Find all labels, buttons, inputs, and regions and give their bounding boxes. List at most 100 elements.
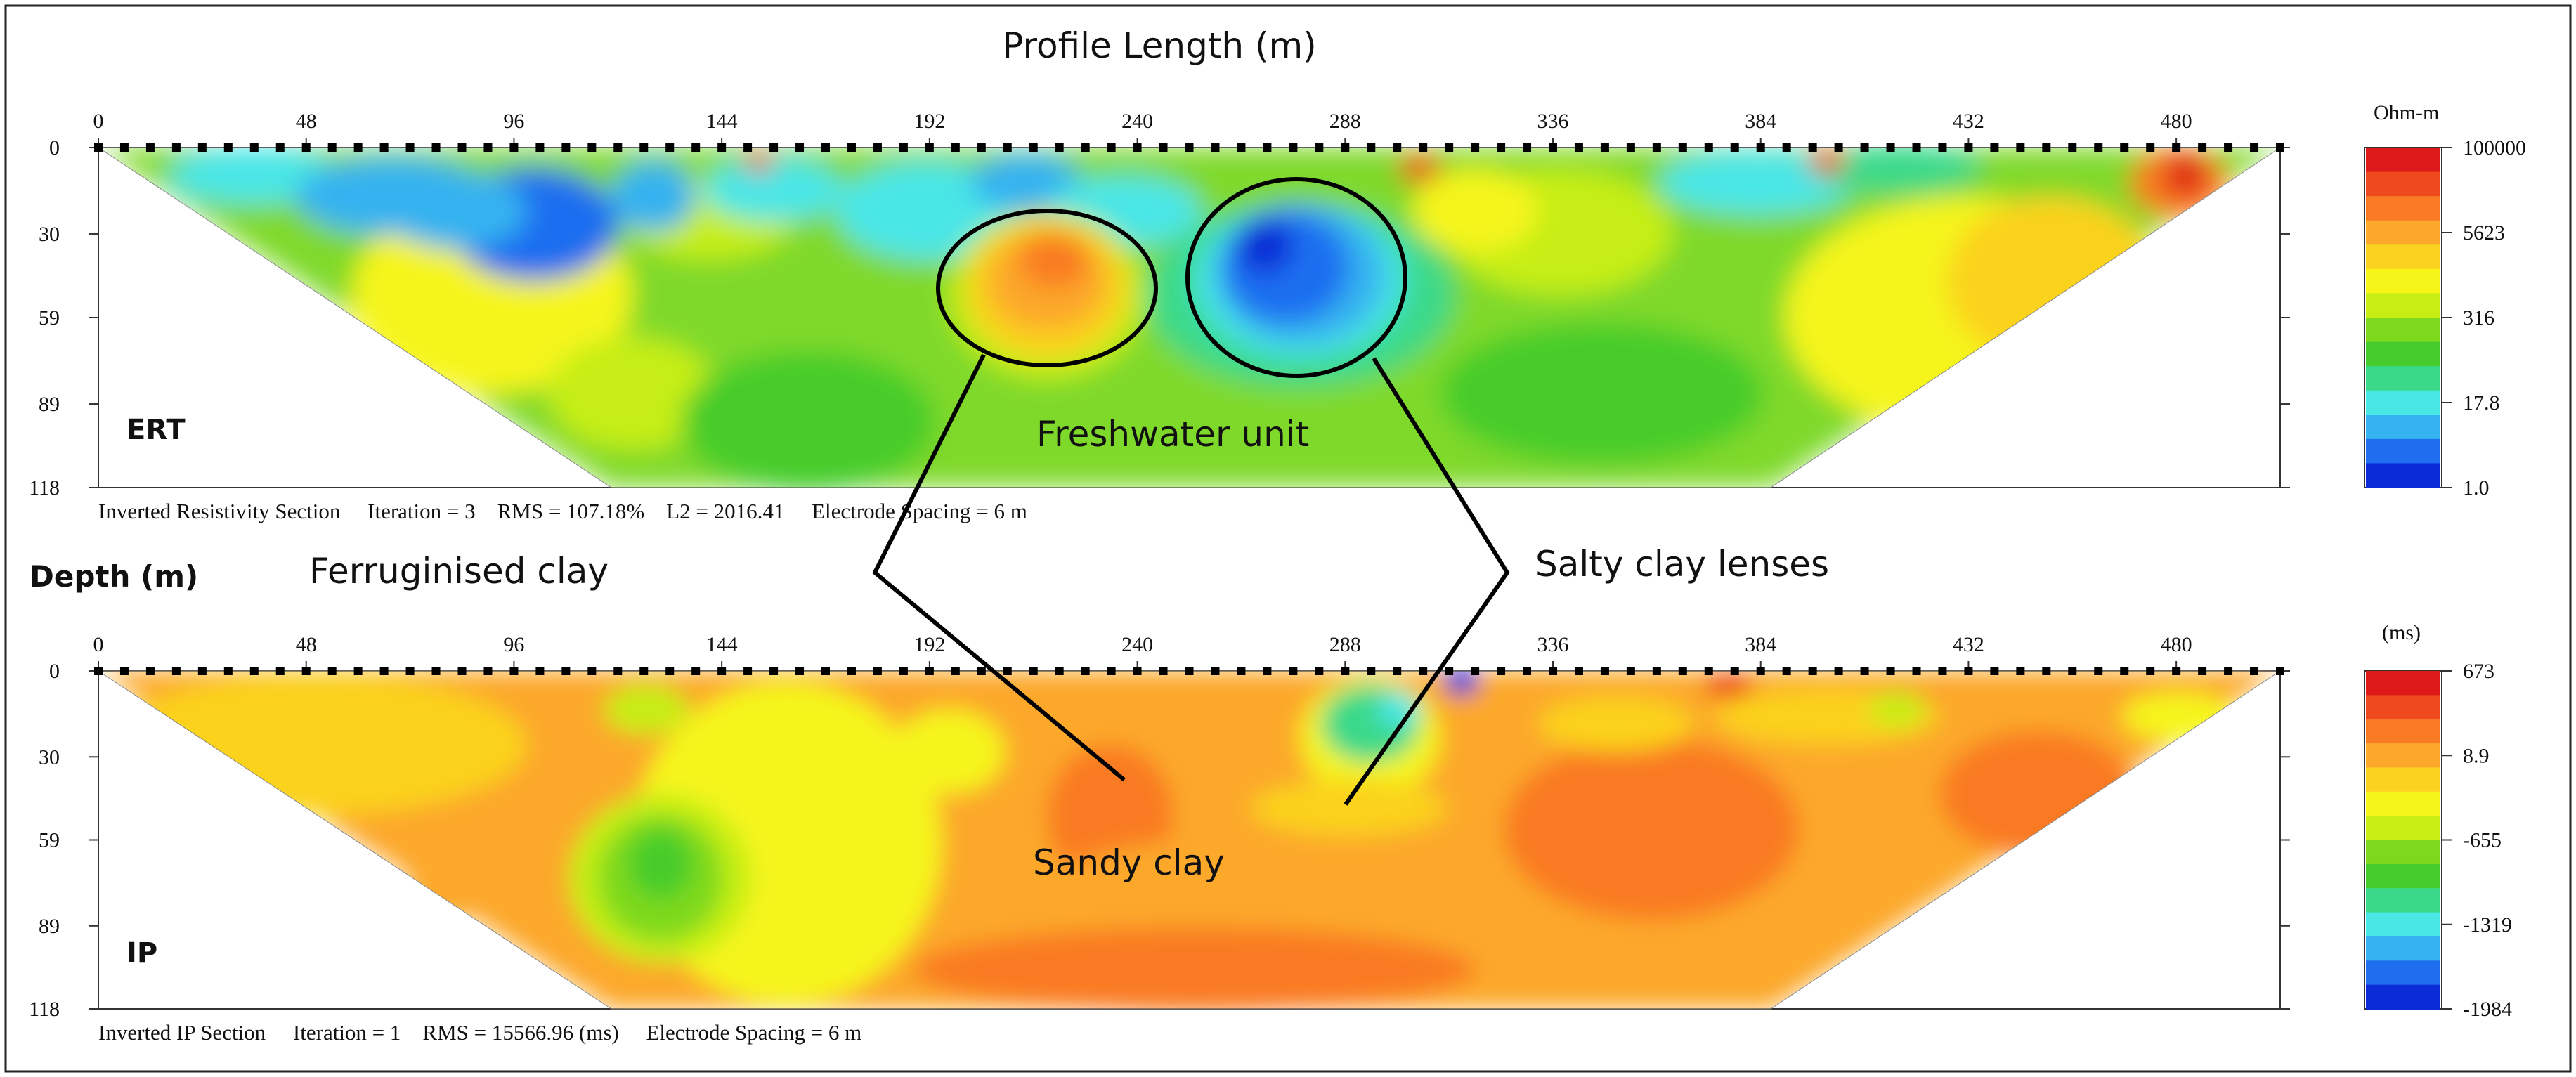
ip-electrode (457, 667, 467, 675)
ert-electrode (1886, 143, 1895, 152)
ip-x-tick-label: 432 (1953, 633, 1984, 656)
ert-colorbar-ticks: 100000 5623 316 17.8 1.0 (2442, 136, 2526, 500)
ert-electrode (665, 143, 675, 152)
ip-y-tick-label: 0 (49, 660, 60, 683)
ip-electrode (1055, 667, 1064, 675)
ip-electrode (145, 667, 155, 675)
ip-electrode (1393, 667, 1402, 675)
ert-colorbar-tick-label: 1.0 (2463, 476, 2490, 500)
ert-electrode (1574, 143, 1583, 152)
ip-electrode (301, 667, 311, 675)
ert-electrode (2146, 143, 2155, 152)
ip-electrode (405, 667, 415, 675)
ert-electrode (1029, 143, 1038, 152)
ert-electrode (717, 143, 727, 152)
ip-electrode (2120, 667, 2129, 675)
ert-electrode (301, 143, 311, 152)
ip-electrode (899, 667, 908, 675)
ert-electrode (1756, 143, 1765, 152)
ip-x-tick-label: 480 (2161, 633, 2192, 656)
ip-colorbar-band (2366, 888, 2440, 913)
ert-colorbar-band (2366, 268, 2440, 294)
ip-electrode (1549, 667, 1557, 675)
ip-colorbar-band (2366, 984, 2440, 1010)
ert-electrode (1730, 143, 1739, 152)
salty-clay-circle (1185, 177, 1407, 378)
ip-electrode (1834, 667, 1843, 675)
ip-colorbar-ticks: 673 8.9 -655 -1319 -1984 (2442, 660, 2512, 1021)
ip-electrode (665, 667, 675, 675)
ip-colorbar-band (2366, 695, 2440, 720)
ert-electrode (1211, 143, 1220, 152)
ert-electrode (1652, 143, 1661, 152)
ert-colorbar-tick-label: 100000 (2463, 136, 2526, 159)
ip-x-tick-label: 288 (1329, 633, 1361, 656)
ip-electrode (639, 667, 649, 675)
ferruginised-clay-label: Ferruginised clay (309, 551, 609, 592)
ip-x-tick-label: 240 (1121, 633, 1153, 656)
ip-electrode (2042, 667, 2051, 675)
ert-electrode (795, 143, 805, 152)
ert-panel: 0 48 96 144 192 240 288 336 384 432 480 0 30 59 89 118… (29, 101, 2526, 523)
ert-electrode (1938, 143, 1947, 152)
ert-electrode (431, 143, 441, 152)
ert-electrode (1912, 143, 1921, 152)
ip-colorbar-unit: (ms) (2382, 621, 2421, 644)
ip-electrode (1263, 667, 1272, 675)
ert-x-tick-label: 480 (2161, 110, 2192, 133)
ip-colorbar-tick-label: 8.9 (2463, 744, 2490, 767)
ert-x-tick-label: 432 (1953, 110, 1984, 133)
ip-electrode (1029, 667, 1038, 675)
ip-y-tick-label: 89 (39, 915, 60, 938)
ert-electrode (1185, 143, 1194, 152)
ip-electrode (1471, 667, 1480, 675)
ert-electrode (873, 143, 882, 152)
ip-colorbar-band (2366, 863, 2440, 889)
ip-electrode (1237, 667, 1246, 675)
ert-colorbar-band (2366, 463, 2440, 488)
ip-electrode (743, 667, 753, 675)
ip-electrode (1626, 667, 1635, 675)
freshwater-unit-label: Freshwater unit (1036, 414, 1309, 455)
ip-electrode (249, 667, 259, 675)
ert-y-ticks: 0 30 59 89 118 (29, 136, 2290, 500)
ip-x-tick-label: 336 (1537, 633, 1569, 656)
ip-x-tick-label: 384 (1745, 633, 1776, 656)
ert-electrode (2094, 143, 2103, 152)
ert-colorbar-band (2366, 390, 2440, 416)
ip-electrode (951, 667, 960, 675)
ip-electrode (769, 667, 779, 675)
annotations (872, 177, 1510, 806)
ert-electrode (1133, 143, 1142, 152)
ip-electrode (1211, 667, 1220, 675)
ip-electrode (1419, 667, 1428, 675)
ert-electrode (1081, 143, 1090, 152)
ert-electrode (2224, 143, 2233, 152)
ip-colorbar-band (2366, 743, 2440, 769)
ip-electrode (171, 667, 181, 675)
ert-electrode (2172, 143, 2181, 152)
ert-electrode (379, 143, 389, 152)
ert-electrode (691, 143, 701, 152)
ip-x-tick-label: 144 (706, 633, 738, 656)
ert-electrode (587, 143, 597, 152)
ip-colorbar-band (2366, 936, 2440, 962)
figure-border (4, 4, 2572, 1073)
ip-colorbar-band (2366, 671, 2440, 696)
ert-electrode (535, 143, 545, 152)
ert-electrode (275, 143, 285, 152)
ip-electrode (1652, 667, 1661, 675)
ip-panel-label: IP (126, 937, 157, 970)
ert-x-tick-label: 144 (706, 110, 738, 133)
ert-y-tick-label: 89 (39, 393, 60, 416)
ferruginised-clay-circle (936, 209, 1158, 367)
ert-electrode (2042, 143, 2051, 152)
ip-electrode (1107, 667, 1116, 675)
ip-electrode (1159, 667, 1168, 675)
ip-y-tick-label: 59 (39, 829, 60, 852)
ip-electrode (1341, 667, 1350, 675)
ip-electrode (535, 667, 545, 675)
ip-electrode (795, 667, 805, 675)
ip-electrode (379, 667, 389, 675)
